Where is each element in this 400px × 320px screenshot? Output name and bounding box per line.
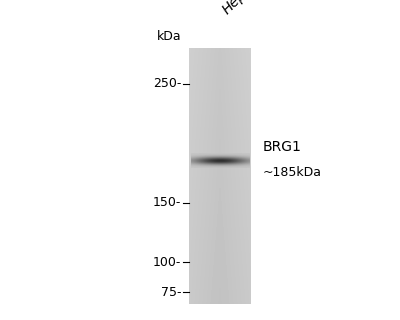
Text: ~185kDa: ~185kDa — [263, 166, 322, 179]
Text: 75-: 75- — [161, 285, 181, 299]
Text: 250-: 250- — [153, 77, 181, 90]
Text: HepG2: HepG2 — [220, 0, 263, 17]
Text: 100-: 100- — [153, 256, 181, 269]
Text: kDa: kDa — [157, 30, 181, 43]
Text: BRG1: BRG1 — [263, 140, 302, 154]
Text: 150-: 150- — [153, 196, 181, 209]
